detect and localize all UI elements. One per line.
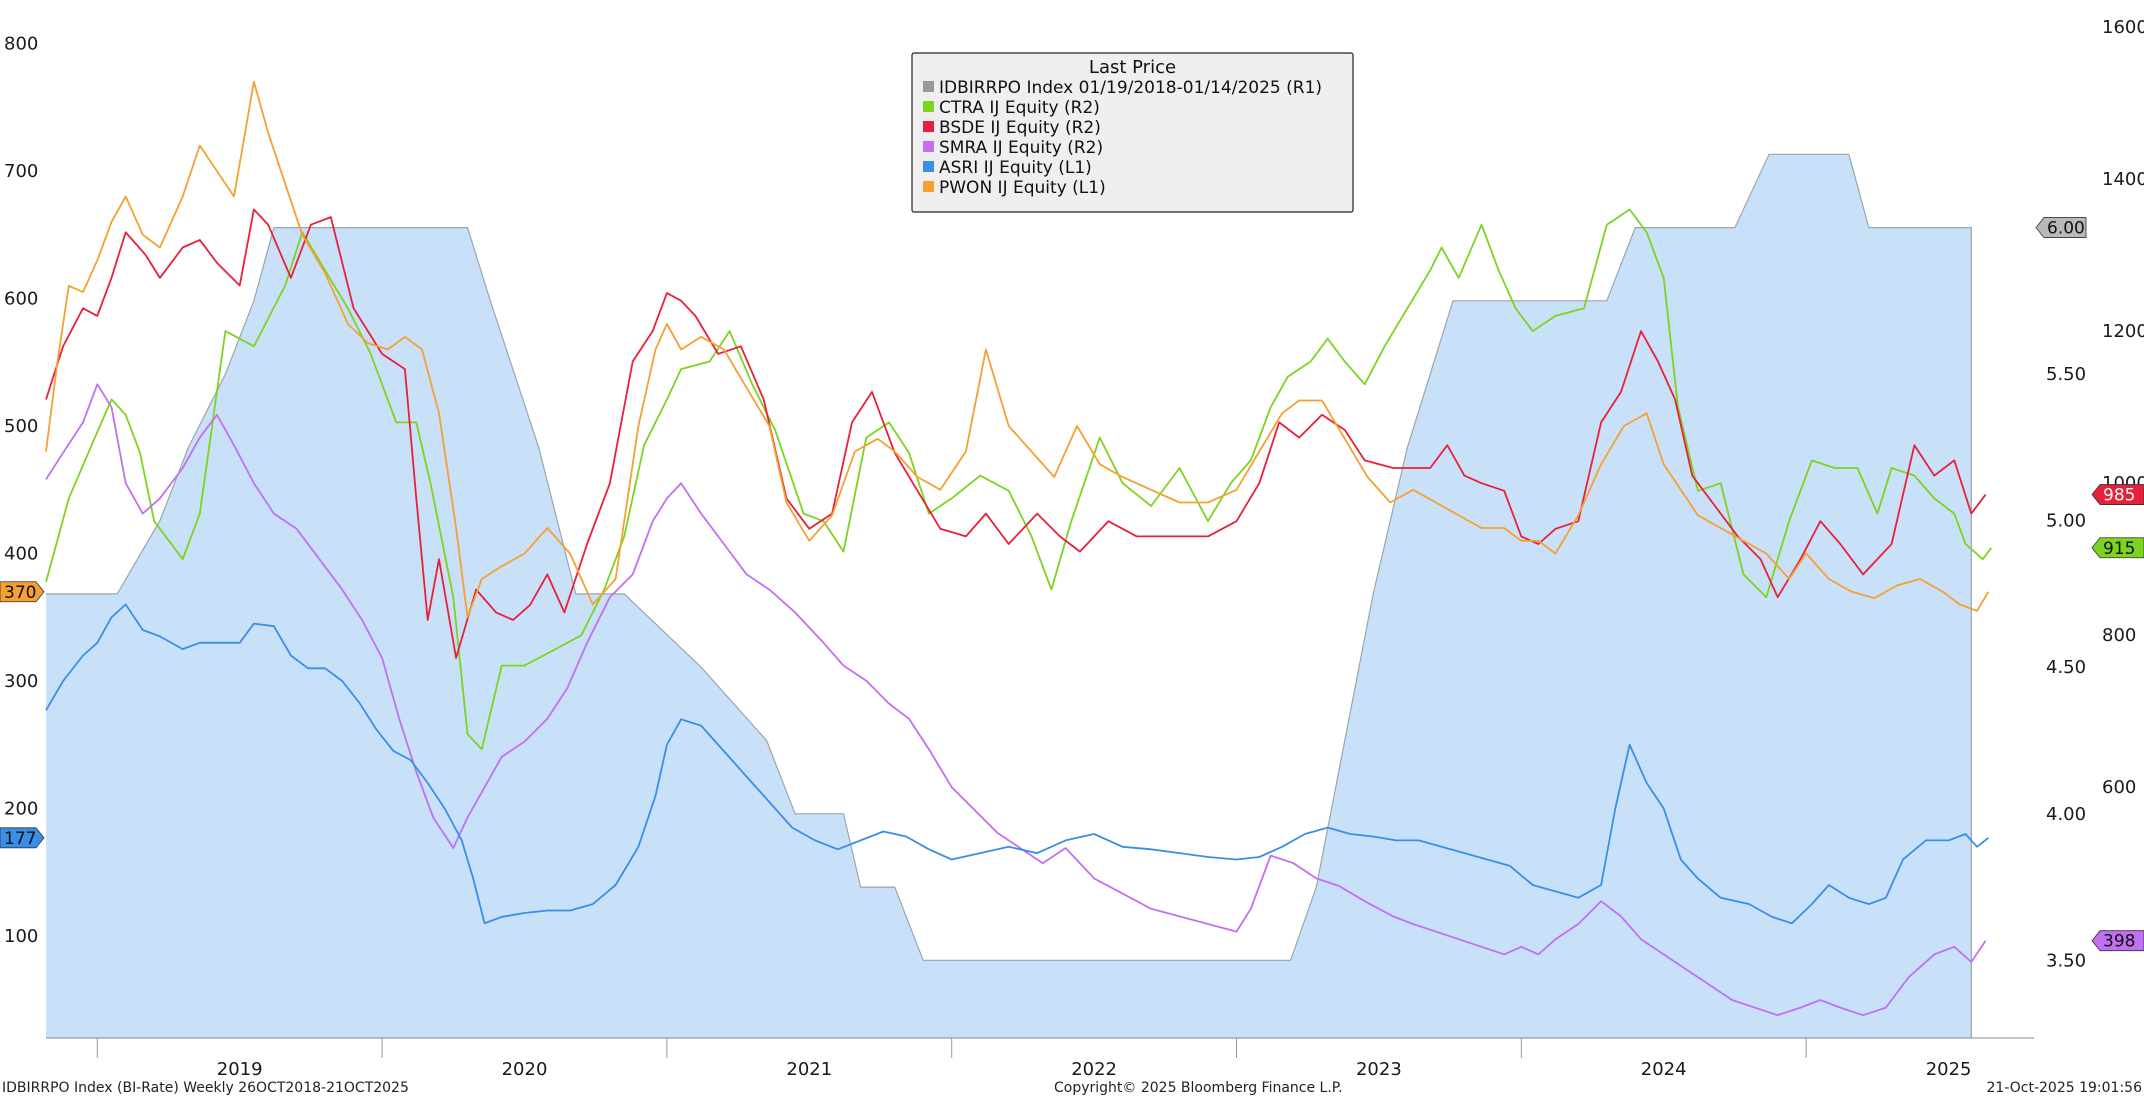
x-tick-label: 2022 — [1071, 1059, 1117, 1080]
series-area-outline-idbirrpo — [46, 153, 1972, 1038]
right-axis-r2-tick-label: 1200 — [2102, 321, 2144, 342]
legend-title: Last Price — [1089, 57, 1176, 78]
legend-swatch — [923, 161, 934, 172]
series-lines-layer — [45, 80, 1993, 1017]
legend-swatch — [923, 81, 934, 92]
x-tick-label: 2019 — [217, 1059, 263, 1080]
footer-left: IDBIRRPO Index (BI-Rate) Weekly 26OCT201… — [2, 1080, 409, 1096]
right-axis-r1-tick-label: 5.00 — [2046, 511, 2086, 532]
legend-entry-label: BSDE IJ Equity (R2) — [939, 118, 1101, 138]
x-tick-label: 2021 — [786, 1059, 832, 1080]
badge-asri — [0, 827, 45, 849]
axes-layer: 2019 2020 2021 2022 2023 2024 2025 100 200 300 400… — [4, 17, 2144, 1080]
series-line-asri — [45, 603, 1989, 925]
left-axis-tick-label: 800 — [4, 34, 38, 55]
badge-bsde — [2091, 484, 2144, 505]
badge-rate — [2035, 217, 2087, 238]
legend-swatch — [923, 181, 934, 192]
badge-rate-text: 6.00 — [2047, 219, 2085, 239]
series-line-bsde — [45, 208, 1987, 659]
badge-smra-text: 398 — [2103, 932, 2135, 952]
x-tick-label: 2025 — [1926, 1059, 1972, 1080]
right-axis-r1-tick-label: 4.50 — [2046, 657, 2086, 678]
left-axis-tick-label: 300 — [4, 671, 38, 692]
left-axis-tick-label: 500 — [4, 416, 38, 437]
legend-entry-label: ASRI IJ Equity (L1) — [939, 158, 1092, 178]
series-area-idbirrpo — [46, 154, 1972, 1039]
series-line-pwon — [45, 80, 1990, 619]
left-axis-tick-label: 100 — [4, 926, 38, 947]
last-value-badges: 370 177 6.00 985 915 398 — [0, 217, 2144, 952]
badge-pwon-text: 370 — [4, 583, 36, 603]
right-axis-r2-tick-label: 1400 — [2102, 169, 2144, 190]
badge-pwon — [0, 581, 45, 603]
series-line-smra — [45, 383, 1987, 1017]
legend-entry-label: IDBIRRPO Index 01/19/2018-01/14/2025 (R1… — [939, 78, 1322, 98]
badge-bsde-text: 985 — [2103, 486, 2135, 506]
badge-ctra-text: 915 — [2103, 539, 2135, 559]
legend-swatch — [923, 121, 934, 132]
series-line-ctra — [45, 208, 1993, 751]
left-axis-tick-label: 600 — [4, 289, 38, 310]
legend-box — [911, 52, 1354, 213]
right-axis-r1-tick-label: 3.50 — [2046, 950, 2086, 971]
legend-entry-label: CTRA IJ Equity (R2) — [939, 98, 1100, 118]
left-axis-tick-label: 700 — [4, 161, 38, 182]
right-axis-r1-tick-label: 4.00 — [2046, 804, 2086, 825]
badge-asri-text: 177 — [4, 829, 36, 849]
x-tick-label: 2020 — [502, 1059, 548, 1080]
legend-entry-label: SMRA IJ Equity (R2) — [939, 138, 1103, 158]
right-axis-r2-tick-label: 600 — [2102, 777, 2136, 798]
badge-smra — [2091, 930, 2144, 952]
left-axis-tick-label: 200 — [4, 799, 38, 820]
policy-rate-area-layer — [46, 153, 1972, 1039]
footer-copyright: Copyright© 2025 Bloomberg Finance L.P. — [1054, 1080, 1343, 1096]
legend-swatch — [923, 101, 934, 112]
legend-swatch — [923, 141, 934, 152]
badge-ctra — [2091, 537, 2144, 559]
legend-entry-label: PWON IJ Equity (L1) — [939, 178, 1106, 198]
footer-timestamp: 21-Oct-2025 19:01:56 — [1986, 1080, 2142, 1096]
x-tick-label: 2023 — [1356, 1059, 1402, 1080]
right-axis-r1-tick-label: 5.50 — [2046, 364, 2086, 385]
right-axis-r2-tick-label: 800 — [2102, 625, 2136, 646]
right-axis-r2-tick-label: 1600 — [2102, 17, 2144, 38]
x-tick-label: 2024 — [1641, 1059, 1687, 1080]
left-axis-tick-label: 400 — [4, 544, 38, 565]
